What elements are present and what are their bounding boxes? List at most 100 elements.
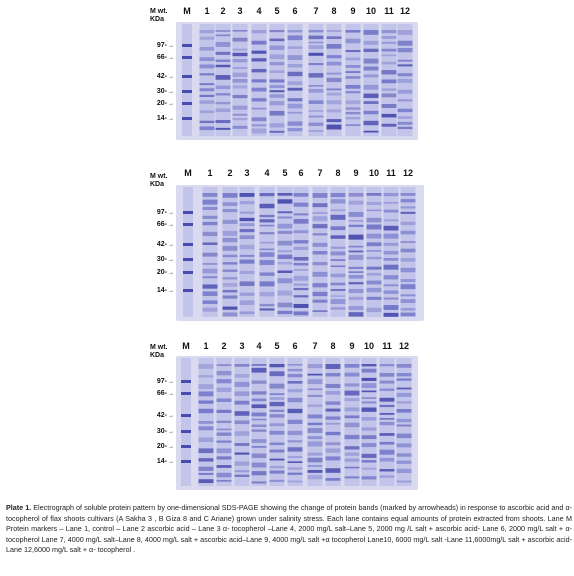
protein-band	[312, 193, 328, 198]
protein-band	[379, 441, 395, 445]
protein-band	[287, 35, 303, 41]
protein-band	[202, 307, 218, 312]
protein-band	[234, 364, 250, 367]
protein-band	[325, 364, 341, 369]
mw-label: M wt. KDa	[150, 173, 168, 189]
protein-band	[269, 397, 285, 400]
lane-smear	[307, 358, 323, 486]
protein-band	[287, 381, 303, 384]
protein-band	[397, 89, 413, 94]
protein-band	[222, 289, 238, 293]
protein-band	[330, 246, 346, 249]
protein-band	[366, 250, 382, 252]
protein-band	[344, 407, 360, 412]
protein-band	[312, 291, 328, 297]
marker-band	[183, 271, 193, 274]
protein-band	[216, 364, 232, 367]
protein-band	[269, 130, 285, 133]
protein-band	[326, 44, 342, 49]
protein-band	[287, 98, 303, 102]
protein-band	[363, 130, 379, 133]
lane-label-12: 12	[399, 6, 410, 16]
protein-band	[202, 291, 218, 296]
lane-label-m: M	[182, 341, 190, 351]
lane-label-3: 3	[239, 341, 245, 351]
protein-band	[396, 424, 412, 427]
protein-band	[366, 224, 382, 230]
protein-band	[383, 201, 399, 204]
protein-band	[381, 103, 397, 108]
protein-band	[232, 105, 248, 110]
protein-band	[293, 219, 309, 224]
protein-band	[222, 269, 238, 272]
protein-band	[215, 59, 231, 62]
protein-band	[287, 480, 303, 483]
protein-band	[198, 466, 214, 471]
protein-band	[308, 63, 324, 66]
lane-label-1: 1	[204, 6, 210, 16]
lane-smear	[277, 187, 293, 317]
protein-band	[361, 467, 377, 470]
protein-band	[198, 400, 214, 404]
protein-band	[293, 240, 309, 244]
protein-band	[379, 388, 395, 392]
protein-band	[396, 409, 412, 413]
protein-band	[287, 81, 303, 85]
protein-band	[215, 30, 231, 32]
marker-band	[181, 445, 191, 448]
protein-band	[325, 456, 341, 461]
protein-band	[239, 281, 255, 287]
protein-band	[251, 424, 267, 427]
marker-tick: 14-	[157, 287, 174, 294]
protein-band	[330, 214, 346, 220]
protein-band	[269, 70, 285, 73]
protein-band	[400, 267, 416, 273]
protein-band	[277, 302, 293, 308]
protein-band	[400, 211, 416, 214]
protein-band	[234, 461, 250, 466]
protein-band	[397, 78, 413, 83]
protein-band	[277, 290, 293, 296]
protein-band	[325, 373, 341, 377]
protein-band	[202, 231, 218, 237]
protein-band	[199, 88, 215, 92]
protein-band	[326, 61, 342, 66]
protein-band	[330, 226, 346, 231]
protein-band	[308, 52, 324, 56]
protein-band	[348, 282, 364, 285]
protein-band	[277, 240, 293, 246]
protein-band	[251, 418, 267, 421]
protein-band	[251, 40, 267, 45]
protein-band	[400, 221, 416, 226]
protein-band	[202, 268, 218, 274]
lane-smear	[251, 358, 267, 486]
lane-label-8: 8	[335, 168, 341, 178]
protein-band	[277, 254, 293, 260]
protein-band	[199, 126, 215, 131]
protein-band	[287, 128, 303, 132]
protein-band	[345, 100, 361, 105]
protein-band	[344, 476, 360, 479]
lane-label-7: 7	[312, 341, 318, 351]
lane-label-4: 4	[264, 168, 270, 178]
protein-band	[325, 448, 341, 453]
protein-band	[345, 91, 361, 94]
lane-label-m: M	[184, 168, 192, 178]
protein-band	[259, 291, 275, 297]
protein-band	[383, 209, 399, 213]
lane-label-8: 8	[331, 6, 337, 16]
marker-tick: 20-	[157, 269, 174, 276]
protein-band	[198, 384, 214, 390]
marker-band	[182, 44, 192, 47]
marker-band	[182, 90, 192, 93]
protein-band	[397, 108, 413, 113]
protein-band	[287, 472, 303, 475]
marker-ticks: 97- 66- 42- 30- 20- 14-	[140, 22, 174, 140]
protein-band	[400, 312, 416, 317]
protein-band	[216, 479, 232, 482]
protein-band	[199, 57, 215, 62]
protein-band	[287, 456, 303, 458]
protein-band	[397, 30, 413, 35]
protein-band	[307, 428, 323, 433]
